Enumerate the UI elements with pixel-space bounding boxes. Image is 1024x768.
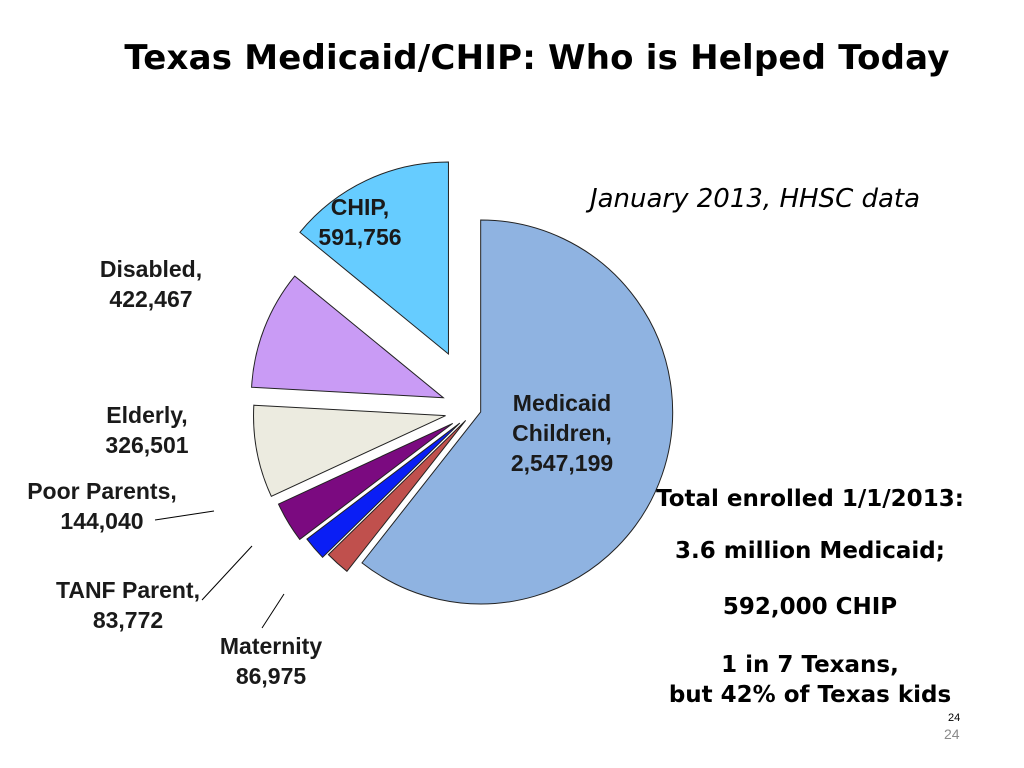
slice-label-line: 2,547,199 [510,450,614,476]
notes-medicaid-total: 3.6 million Medicaid; [675,538,945,564]
slice-label-line: Children, [512,420,612,446]
pie-slices [251,161,674,605]
slice-label-line: 326,501 [105,432,189,458]
notes-texans-ratio: 1 in 7 Texans, [721,652,899,678]
pie-slice-maternity [327,420,467,573]
slice-label-line: 86,975 [235,663,307,689]
page-title: Texas Medicaid/CHIP: Who is Helped Today [124,38,950,78]
leader-line-maternity [261,593,285,629]
slice-label-line: Elderly, [106,402,188,428]
leader-lines [154,510,285,629]
slice-label-line: TANF Parent, [56,577,200,603]
slice-label-tanf-parent: TANF Parent, 83,772 [40,575,216,635]
slice-label-line: 83,772 [92,607,164,633]
enrollment-notes: Total enrolled 1/1/2013: 3.6 million Med… [640,484,980,710]
slice-label-maternity: Maternity 86,975 [196,631,346,691]
notes-total-enrolled: Total enrolled 1/1/2013: [656,486,964,512]
slice-label-chip: CHIP, 591,756 [300,192,420,252]
slice-label-line: 422,467 [109,286,193,312]
page-number: 24 [944,726,960,742]
pie-slice-elderly [253,404,446,497]
slice-label-disabled: Disabled, 422,467 [80,254,222,314]
slice-label-line: 144,040 [60,508,144,534]
slice-label-poor-parents: Poor Parents, 144,040 [10,476,194,536]
slice-label-elderly: Elderly, 326,501 [86,400,208,460]
slice-label-line: CHIP, [330,194,390,220]
notes-chip-total: 592,000 CHIP [722,594,898,620]
pie-slice-disabled [251,275,445,399]
slice-label-medicaid-children: Medicaid Children, 2,547,199 [494,388,630,478]
leader-line-poor-parents [154,510,215,521]
data-source-note: January 2013, HHSC data [589,184,921,214]
pie-slice-tanf-parent [306,422,461,559]
leader-line-tanf-parent [201,545,253,601]
slice-label-line: Disabled, [99,256,203,282]
pie-slice-chip [299,161,449,356]
slice-label-line: 591,756 [318,224,402,250]
page-number-small: 24 [948,712,961,724]
notes-kids-share: but 42% of Texas kids [668,682,952,708]
pie-slice-poor-parents [277,422,454,541]
slice-label-line: Maternity [219,633,323,659]
slice-label-line: Poor Parents, [27,478,177,504]
pie-slice-medicaid-children [361,219,674,605]
slice-label-line: Medicaid [512,390,612,416]
